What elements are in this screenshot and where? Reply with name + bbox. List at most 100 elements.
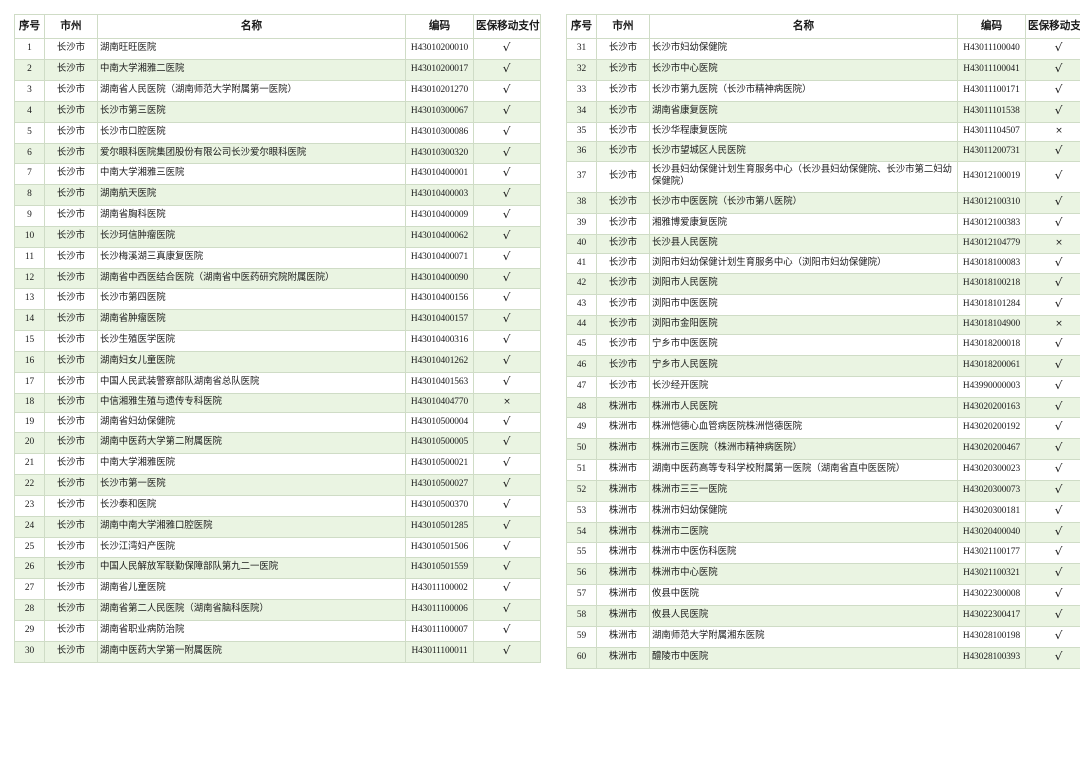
check-icon: √ bbox=[1054, 649, 1064, 663]
cell-index: 52 bbox=[566, 479, 597, 502]
cell-hospital-name: 宁乡市中医医院 bbox=[649, 334, 958, 356]
cell-index: 36 bbox=[566, 140, 597, 163]
cell-code: H43018104900 bbox=[957, 315, 1026, 335]
cell-index: 59 bbox=[566, 625, 597, 648]
column-header-index: 序号 bbox=[14, 13, 45, 40]
cell-hospital-name: 湖南省康复医院 bbox=[649, 100, 958, 123]
cell-index: 21 bbox=[14, 453, 45, 476]
table-row: 48 株洲市 株洲市人民医院 H43020200163 √ bbox=[566, 396, 1080, 419]
check-icon: √ bbox=[1054, 566, 1064, 580]
cell-code: H43020300073 bbox=[957, 479, 1026, 502]
cell-city: 长沙市 bbox=[596, 294, 650, 317]
cell-city: 长沙市 bbox=[44, 619, 98, 642]
cell-city: 株洲市 bbox=[596, 438, 650, 461]
cell-code: H43012100019 bbox=[957, 161, 1026, 194]
cell-code: H43011100171 bbox=[957, 80, 1026, 102]
cell-hospital-name: 湖南省中西医结合医院（湖南省中医药研究院附属医院） bbox=[97, 267, 406, 290]
cell-code: H43022300417 bbox=[957, 604, 1026, 627]
cell-mobile-payment: √ bbox=[1025, 100, 1080, 123]
cell-mobile-payment: √ bbox=[473, 578, 541, 601]
cell-code: H43010400316 bbox=[405, 330, 474, 352]
cell-hospital-name: 株洲市中医伤科医院 bbox=[649, 542, 958, 565]
check-icon: √ bbox=[1054, 143, 1064, 157]
check-icon: √ bbox=[502, 83, 512, 97]
cell-city: 长沙市 bbox=[44, 246, 98, 269]
cell-city: 长沙市 bbox=[44, 392, 98, 413]
cell-hospital-name: 长沙经开医院 bbox=[649, 375, 958, 398]
cell-city: 长沙市 bbox=[596, 121, 650, 142]
header-row: 序号 市州 名称 编码 医保移动支付 bbox=[566, 13, 1080, 40]
table-row: 29 长沙市 湖南省职业病防治院 H43011100007 √ bbox=[14, 619, 541, 642]
check-icon: √ bbox=[1054, 276, 1064, 290]
cell-mobile-payment: √ bbox=[1025, 252, 1080, 275]
column-header-city: 市州 bbox=[596, 13, 650, 40]
table-row: 58 株洲市 攸县人民医院 H43022300417 √ bbox=[566, 604, 1080, 627]
table-row: 44 长沙市 浏阳市金阳医院 H43018104900 × bbox=[566, 315, 1080, 335]
cell-city: 长沙市 bbox=[596, 233, 650, 254]
cell-index: 12 bbox=[14, 267, 45, 290]
table-row: 45 长沙市 宁乡市中医医院 H43018200018 √ bbox=[566, 334, 1080, 356]
cell-code: H43018200018 bbox=[957, 334, 1026, 356]
cell-mobile-payment: √ bbox=[473, 309, 541, 332]
cell-code: H43010401563 bbox=[405, 371, 474, 394]
check-icon: √ bbox=[502, 354, 512, 367]
cell-code: H43010400157 bbox=[405, 309, 474, 332]
cell-index: 10 bbox=[14, 225, 45, 248]
cell-code: H43010500370 bbox=[405, 494, 474, 517]
cell-mobile-payment: √ bbox=[1025, 563, 1080, 586]
check-icon: √ bbox=[1054, 169, 1064, 183]
cell-city: 长沙市 bbox=[596, 80, 650, 102]
cell-index: 29 bbox=[14, 619, 45, 642]
cell-city: 株洲市 bbox=[596, 563, 650, 586]
cell-mobile-payment: √ bbox=[1025, 459, 1080, 481]
table-row: 2 长沙市 中南大学湘雅二医院 H43010200017 √ bbox=[14, 59, 541, 82]
table-row: 11 长沙市 长沙梅溪湖三真康复医院 H43010400071 √ bbox=[14, 246, 541, 269]
cell-mobile-payment: √ bbox=[473, 225, 541, 248]
table-row: 56 株洲市 株洲市中心医院 H43021100321 √ bbox=[566, 563, 1080, 586]
cell-index: 8 bbox=[14, 184, 45, 207]
cell-index: 41 bbox=[566, 252, 597, 275]
check-icon: √ bbox=[1054, 607, 1064, 621]
check-icon: √ bbox=[502, 124, 512, 138]
cell-code: H43020200192 bbox=[957, 417, 1026, 440]
cell-code: H43010400009 bbox=[405, 205, 474, 227]
cell-mobile-payment: √ bbox=[1025, 80, 1080, 102]
table-row: 50 株洲市 株洲市三医院（株洲市精神病医院） H43020200467 √ bbox=[566, 438, 1080, 461]
table-row: 12 长沙市 湖南省中西医结合医院（湖南省中医药研究院附属医院） H430104000… bbox=[14, 267, 541, 290]
check-icon: √ bbox=[502, 497, 512, 511]
table-row: 41 长沙市 浏阳市妇幼保健计划生育服务中心（浏阳市妇幼保健院） H430181000… bbox=[566, 252, 1080, 275]
table-row: 5 长沙市 长沙市口腔医院 H43010300086 √ bbox=[14, 121, 541, 144]
cell-hospital-name: 湖南省妇幼保健院 bbox=[97, 411, 406, 434]
cell-city: 长沙市 bbox=[596, 59, 650, 82]
hospital-table-right: 序号 市州 名称 编码 医保移动支付 31长沙市长沙市妇幼保健院H4301110… bbox=[566, 13, 1080, 669]
cell-mobile-payment: √ bbox=[473, 536, 541, 559]
cell-code: H43990000003 bbox=[957, 375, 1026, 398]
column-header-mobile-payment: 医保移动支付 bbox=[473, 13, 541, 40]
cell-code: H43011104507 bbox=[957, 121, 1026, 142]
cell-code: H43010500027 bbox=[405, 474, 474, 496]
cell-code: H43010300320 bbox=[405, 142, 474, 165]
check-icon: √ bbox=[1054, 103, 1064, 117]
check-icon: √ bbox=[502, 41, 512, 55]
cell-mobile-payment: √ bbox=[473, 557, 541, 580]
table-row: 3 长沙市 湖南省人民医院（湖南师范大学附属第一医院） H43010201270 √ bbox=[14, 80, 541, 102]
cell-mobile-payment: √ bbox=[473, 163, 541, 186]
check-icon: √ bbox=[1054, 337, 1064, 350]
cell-index: 33 bbox=[566, 80, 597, 102]
cell-code: H43028100393 bbox=[957, 646, 1026, 669]
table-row: 18 长沙市 中信湘雅生殖与遗传专科医院 H43010404770 × bbox=[14, 392, 541, 413]
cell-mobile-payment: × bbox=[1025, 233, 1080, 254]
cell-code: H43022300008 bbox=[957, 584, 1026, 606]
cell-city: 长沙市 bbox=[44, 453, 98, 476]
cell-hospital-name: 株洲市三三一医院 bbox=[649, 479, 958, 502]
table-header-right: 序号 市州 名称 编码 医保移动支付 bbox=[566, 13, 1080, 40]
table-row: 40 长沙市 长沙县人民医院 H43012104779 × bbox=[566, 233, 1080, 254]
cell-index: 28 bbox=[14, 599, 45, 621]
cell-hospital-name: 长沙市口腔医院 bbox=[97, 121, 406, 144]
cell-code: H43011100011 bbox=[405, 640, 474, 663]
cell-code: H43010501559 bbox=[405, 557, 474, 580]
check-icon: √ bbox=[1054, 195, 1064, 209]
cell-hospital-name: 长沙市妇幼保健院 bbox=[649, 38, 958, 61]
check-icon: √ bbox=[1054, 357, 1064, 371]
cell-code: H43020400040 bbox=[957, 521, 1026, 544]
